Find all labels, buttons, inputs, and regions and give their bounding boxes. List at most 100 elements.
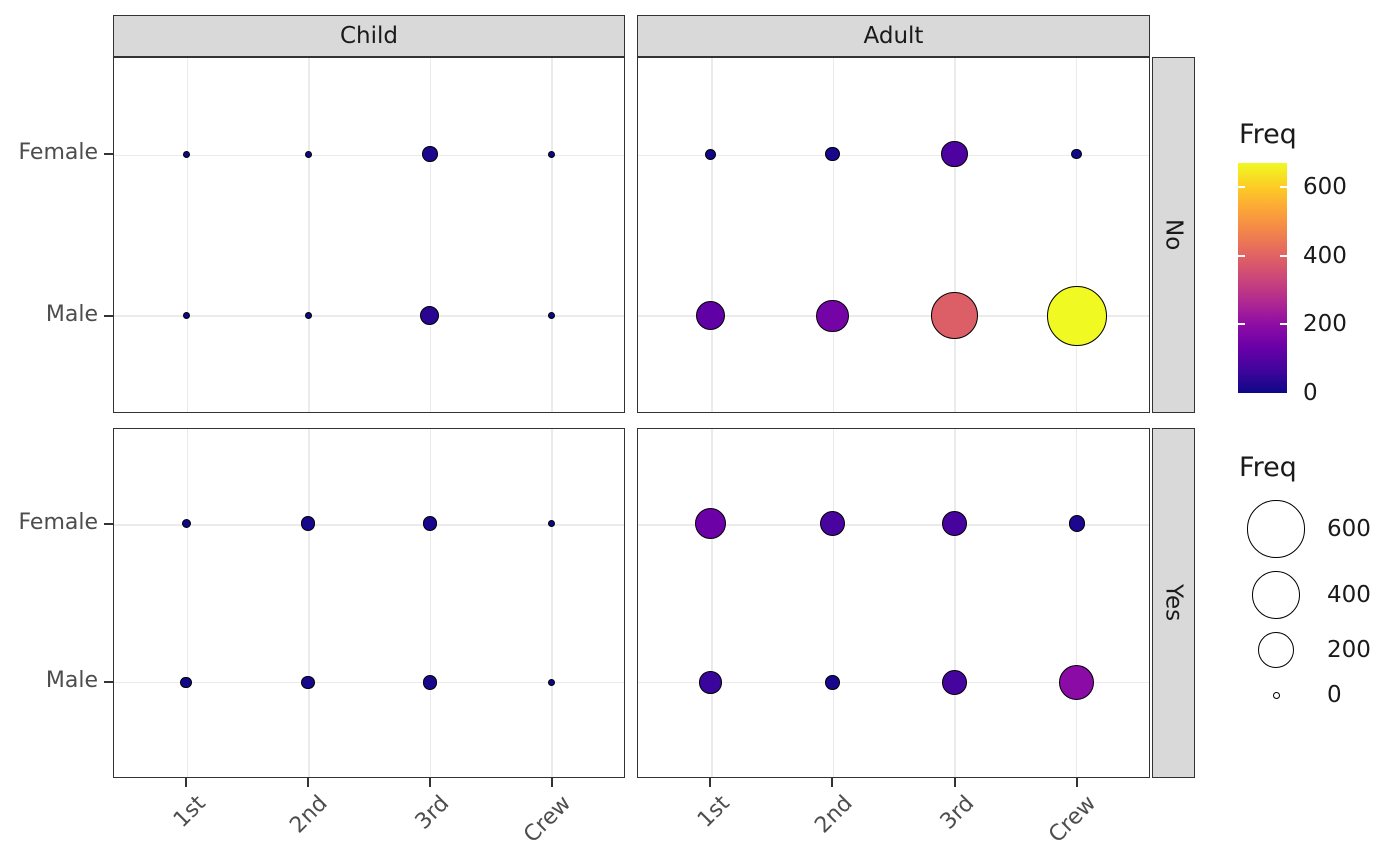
bubble-2nd-Female-Child-No [304,150,312,158]
y-axis-tick [104,681,113,684]
gridline-x [429,429,432,777]
size-legend-tick-label: 0 [1327,682,1342,708]
x-axis-label: 3rd [935,791,980,835]
gridline-x [711,429,713,777]
panel-child-yes [113,428,625,778]
gridline-x [954,58,956,412]
facet-strip-child: Child [113,15,625,57]
bubble-1st-Male-Child-Yes [180,676,192,689]
facet-strip-yes: Yes [1152,428,1195,778]
colorbar-notch [1280,186,1287,189]
facet-strip-adult: Adult [637,15,1150,57]
gridline-x [429,58,432,412]
panel-adult-no [637,57,1150,413]
size-legend-title: Freq [1239,452,1297,483]
bubble-1st-Female-Adult-Yes [694,507,726,540]
gridline-y [114,315,624,317]
gridline-y [114,154,624,157]
bubble-3rd-Male-Adult-No [930,292,979,340]
gridline-x [954,429,956,777]
gridline-y [114,524,624,526]
gridline-x [186,58,189,412]
y-axis-tick [104,314,113,317]
colorbar-notch [1238,186,1245,189]
x-axis-label: Crew [1044,791,1102,848]
y-axis-label: Male [45,668,98,694]
gridline-y [638,154,1149,157]
gridline-x [711,58,713,412]
bubble-1st-Male-Adult-No [695,301,725,331]
x-axis-label: 2nd [809,791,858,839]
x-axis-tick [1075,778,1078,787]
bubble-Crew-Male-Adult-No [1046,285,1107,346]
facet-strip-no: No [1152,57,1195,413]
y-axis-label: Female [18,509,98,535]
color-legend-gradient-bar [1238,163,1287,393]
x-axis-tick [953,778,956,787]
size-legend-tick-label: 600 [1327,516,1371,542]
gridline-y [638,315,1149,317]
colorbar-notch [1238,323,1245,326]
colorbar-notch [1280,323,1287,326]
bubble-3rd-Female-Child-Yes [422,516,438,531]
x-axis-tick [185,778,188,787]
bubble-3rd-Male-Child-No [420,306,440,326]
bubble-3rd-Female-Adult-Yes [942,511,967,536]
gridline-x [832,58,835,412]
gridline-x [832,429,835,777]
bubble-Crew-Male-Adult-Yes [1058,664,1095,701]
gridline-y [114,681,624,684]
gridline-y [638,524,1149,526]
x-axis-label: 3rd [411,791,455,835]
gridline-x [308,429,310,777]
bubble-3rd-Female-Adult-No [941,141,968,168]
gridline-y [638,681,1149,684]
bubble-2nd-Male-Adult-Yes [825,675,840,690]
bubble-1st-Female-Adult-No [704,148,716,160]
bubble-Crew-Male-Child-Yes [548,678,556,686]
bubble-1st-Female-Child-Yes [181,519,191,529]
gridline-x [308,58,310,412]
color-legend-tick-label: 400 [1303,242,1347,269]
size-legend-circle [1247,500,1305,558]
x-axis-label: 2nd [285,791,333,839]
gridline-x [1075,429,1078,777]
x-axis-tick [428,778,431,787]
size-legend-tick-label: 200 [1327,637,1371,663]
panel-child-no [113,57,625,413]
bubble-2nd-Male-Adult-No [816,299,849,332]
x-axis-tick [307,778,310,787]
bubble-Crew-Female-Child-No [548,150,556,158]
bubble-2nd-Male-Child-Yes [301,675,315,690]
bubble-Crew-Female-Adult-Yes [1068,515,1085,532]
gridline-x [186,429,189,777]
size-legend-circle [1258,632,1294,668]
colorbar-notch [1238,254,1245,257]
bubble-1st-Male-Adult-Yes [699,671,722,694]
x-axis-tick [709,778,712,787]
bubble-3rd-Male-Child-Yes [422,675,438,690]
panel-adult-yes [637,428,1150,778]
gridline-x [551,429,553,777]
bubble-2nd-Female-Adult-No [825,146,840,162]
bubble-2nd-Male-Child-No [304,312,312,320]
bubble-1st-Male-Child-No [182,312,190,320]
color-legend-tick-label: 600 [1303,174,1347,201]
x-axis-tick [550,778,553,787]
bubble-2nd-Female-Adult-Yes [819,510,846,537]
y-axis-label: Male [45,301,98,327]
bubble-2nd-Female-Child-Yes [300,516,316,531]
y-axis-tick [104,522,113,525]
bubble-3rd-Male-Adult-Yes [942,670,967,695]
size-legend-circle [1272,691,1280,699]
bubble-Crew-Female-Child-Yes [548,520,556,528]
x-axis-label: 1st [169,791,211,833]
y-axis-label: Female [18,140,98,166]
color-legend-tick-label: 0 [1303,380,1318,406]
colorbar-notch [1280,254,1287,257]
bubble-Crew-Female-Adult-No [1071,148,1082,160]
y-axis-tick [104,153,113,156]
size-legend-circle [1252,571,1300,619]
gridline-x [1075,58,1078,412]
